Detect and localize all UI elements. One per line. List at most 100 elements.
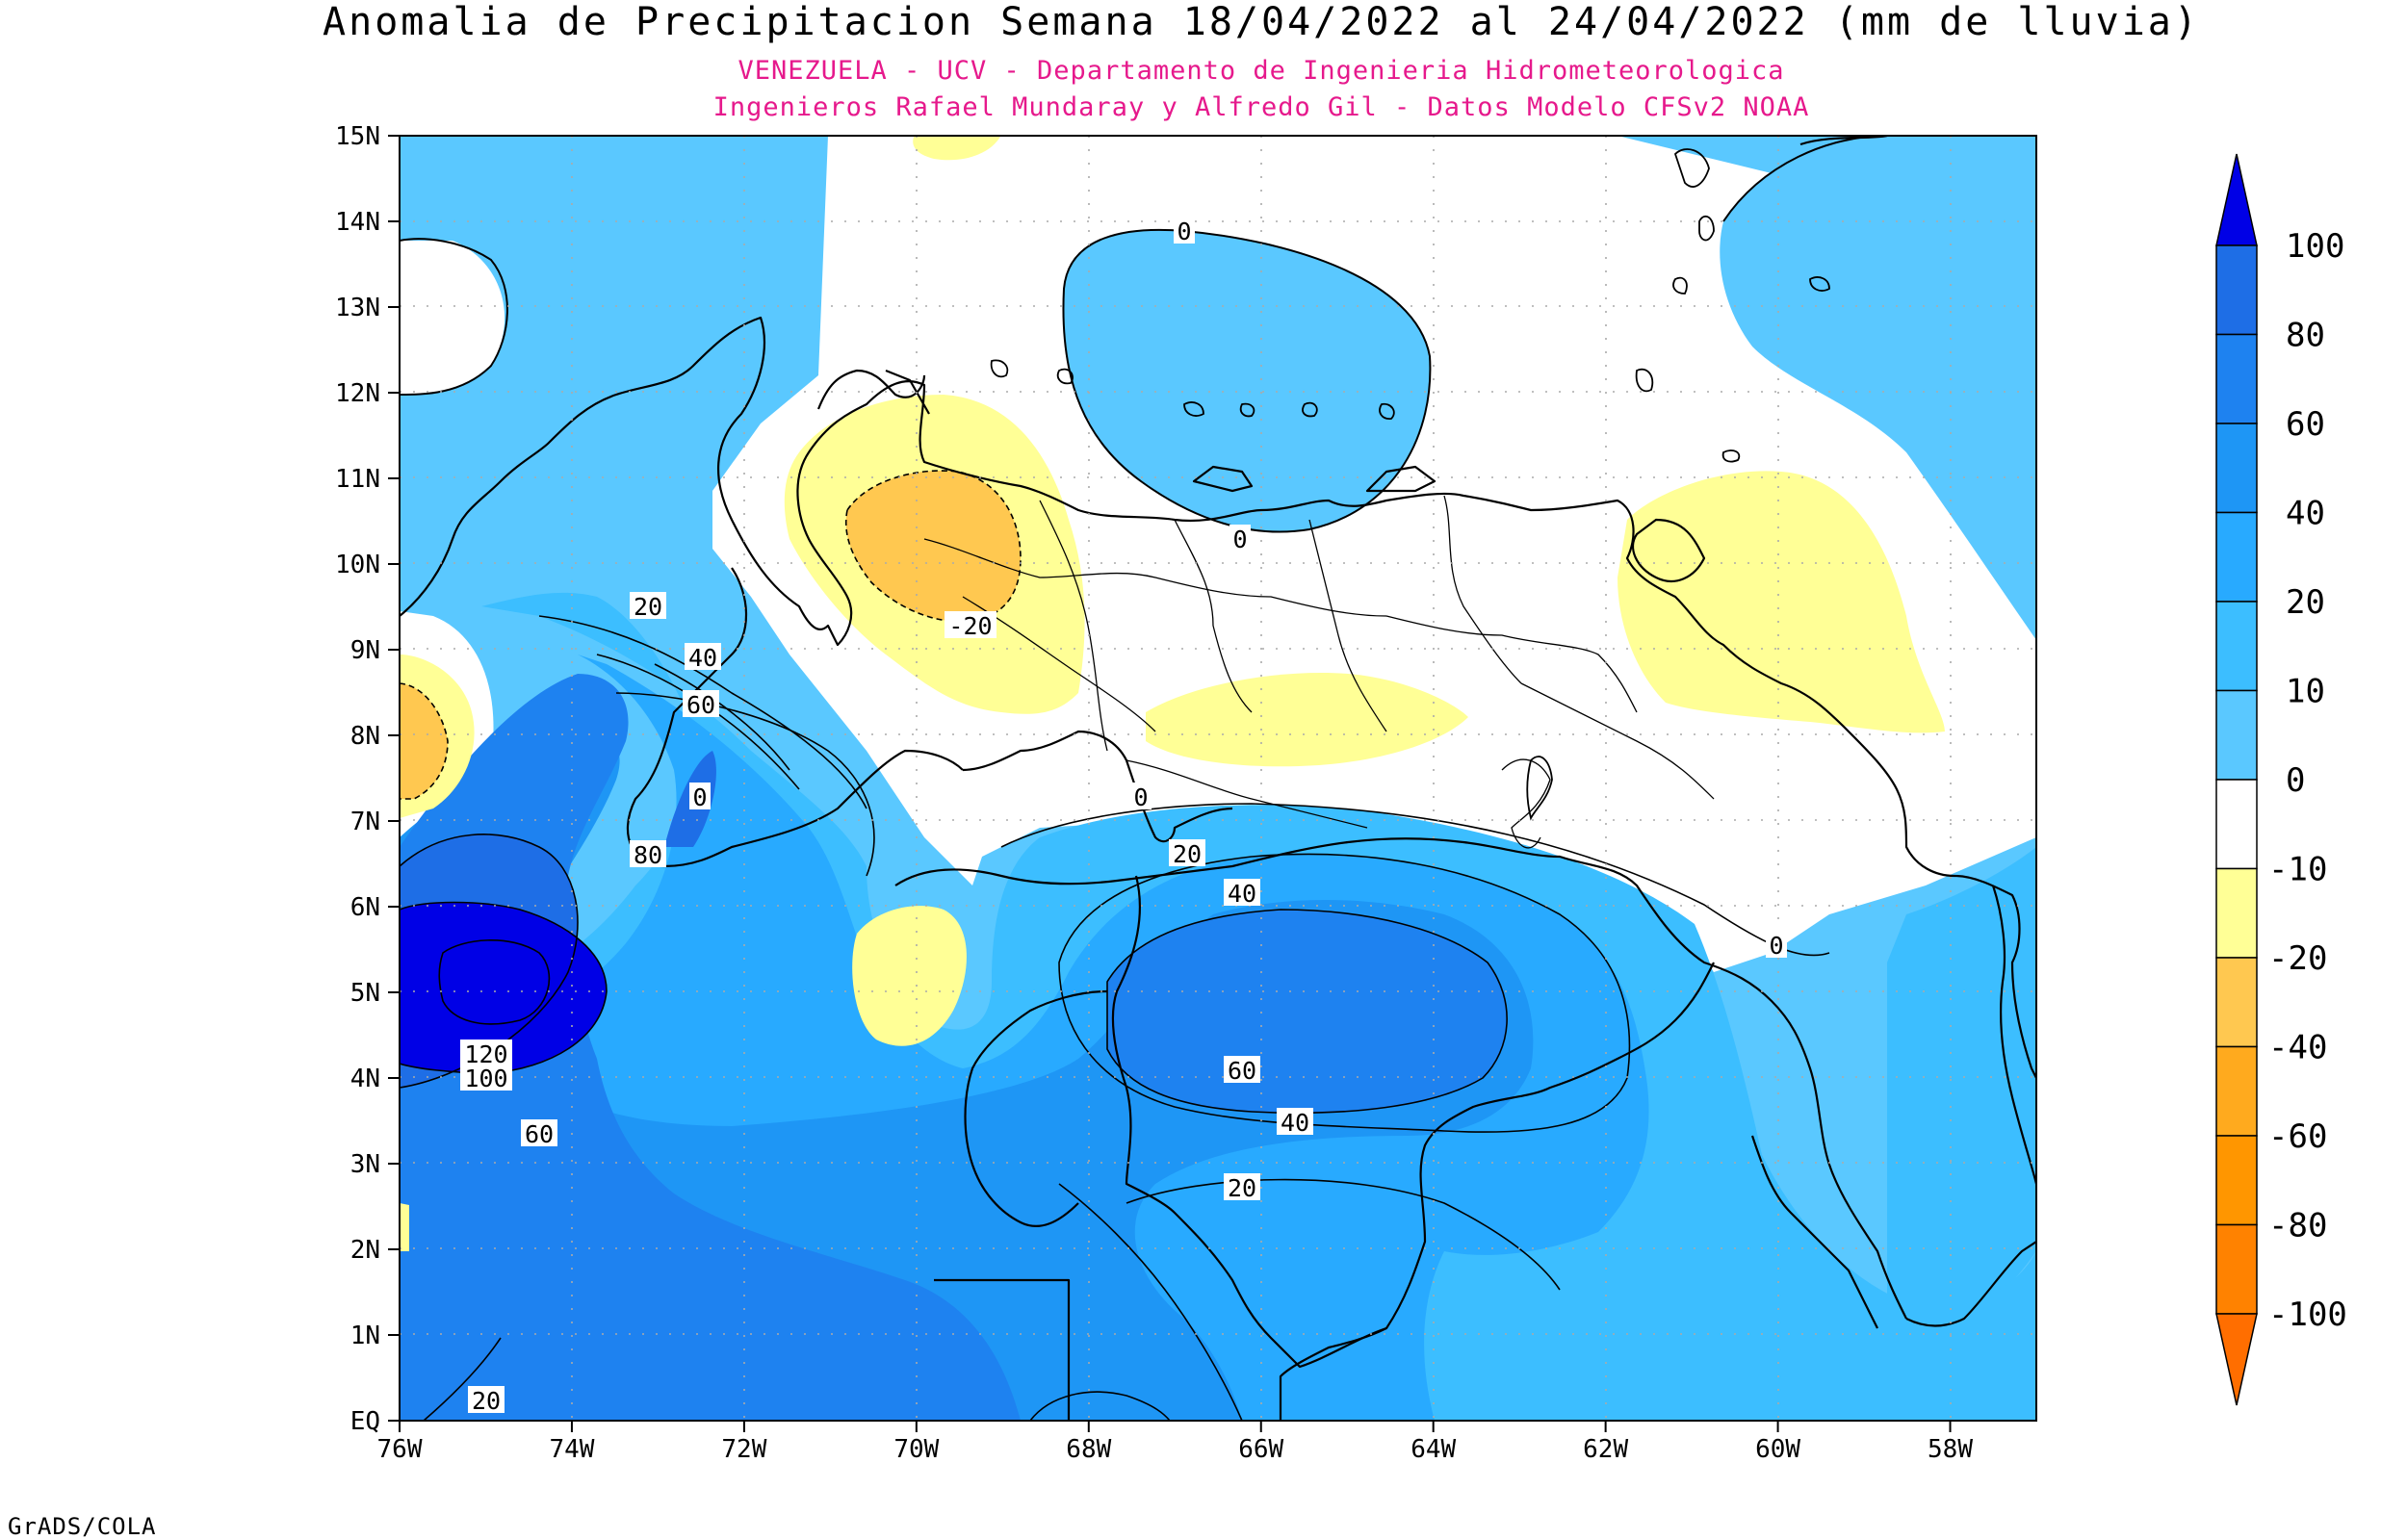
lat-label: 8N	[350, 722, 380, 751]
colorbar-swatch	[2215, 601, 2258, 692]
colorbar-label: -10	[2268, 851, 2327, 889]
colorbar-label: 100	[2286, 227, 2344, 266]
lon-label: 68W	[1066, 1435, 1111, 1464]
contour-label: 20	[634, 593, 662, 621]
grads-footer: GrADS/COLA	[8, 1513, 157, 1540]
colorbar-label: 60	[2286, 405, 2325, 444]
lat-label: 11N	[335, 465, 380, 494]
contour-label-bg	[945, 611, 996, 638]
colorbar-label: 40	[2286, 495, 2325, 533]
lon-label: 70W	[893, 1435, 939, 1464]
lon-label: 60W	[1755, 1435, 1800, 1464]
anomaly-field	[400, 136, 2036, 1421]
contour-label-bg	[460, 1040, 512, 1066]
contour-label-bg	[630, 840, 666, 867]
contour-label: 60	[686, 691, 715, 719]
colorbar-swatch	[2215, 689, 2258, 781]
contour-label-bg	[1174, 217, 1195, 244]
contour-label: 0	[692, 783, 707, 811]
lat-label: EQ	[350, 1407, 380, 1436]
contour-label: -20	[948, 612, 992, 640]
lon-label: 64W	[1411, 1435, 1456, 1464]
lat-label: 7N	[350, 808, 380, 836]
contour-label: 20	[472, 1387, 501, 1415]
colorbar-swatch	[2215, 1045, 2258, 1137]
contour-label: 60	[1228, 1057, 1256, 1085]
contour-label: 100	[464, 1065, 507, 1092]
colorbar-swatch	[2215, 867, 2258, 959]
colorbar-label: -40	[2268, 1029, 2327, 1067]
colorbar-label: -100	[2268, 1296, 2347, 1334]
contour-label-bg	[1169, 839, 1205, 866]
contour-label: 0	[1133, 783, 1148, 811]
lon-label: 62W	[1583, 1435, 1628, 1464]
map-title: Anomalia de Precipitacion Semana 18/04/2…	[323, 0, 2200, 44]
contour-label-bg	[1224, 1173, 1260, 1200]
contour-label: 0	[1769, 932, 1783, 960]
lon-label: 72W	[721, 1435, 766, 1464]
lat-label: 12N	[335, 379, 380, 408]
contour-label-bg	[1229, 525, 1251, 552]
lat-label: 13N	[335, 294, 380, 322]
lon-label: 66W	[1238, 1435, 1283, 1464]
colorbar-label: 10	[2286, 673, 2325, 711]
contour-label-bg	[521, 1119, 557, 1146]
contour-label-bg	[630, 592, 666, 619]
lon-label: 74W	[549, 1435, 594, 1464]
lat-label: 10N	[335, 551, 380, 579]
colorbar-label: -60	[2268, 1117, 2327, 1156]
colorbar-swatch	[2215, 957, 2258, 1048]
colorbar-swatch	[2215, 1223, 2258, 1315]
lat-label: 15N	[335, 122, 380, 151]
contour-label-bg	[1224, 1056, 1260, 1083]
contour-label-bg	[1224, 879, 1260, 906]
contour-label: 40	[688, 644, 717, 672]
contour-label-bg	[689, 783, 711, 809]
map-subtitle-institution: VENEZUELA - UCV - Departamento de Ingeni…	[738, 56, 1785, 86]
contour-label-bg	[1130, 783, 1152, 809]
lat-label: 1N	[350, 1322, 380, 1350]
colorbar-swatch	[2215, 423, 2258, 514]
contour-label-bg	[1766, 931, 1787, 958]
contour-label: 0	[1177, 218, 1191, 245]
contour-label-bg	[460, 1064, 512, 1091]
contour-label-bg	[683, 690, 719, 717]
contour-label: 60	[525, 1120, 554, 1148]
latitude-axis: 15N 14N 13N 12N 11N 10N 9N 8N 7N 6N 5N 4N 3N 2N 1N EQ	[335, 122, 400, 1436]
contour-label: 20	[1173, 840, 1202, 868]
lat-label: 5N	[350, 979, 380, 1008]
colorbar-swatch	[2215, 333, 2258, 424]
longitude-axis: 76W 74W 72W 70W 68W 66W 64W 62W 60W 58W	[377, 1421, 1973, 1464]
map-subtitle-authors: Ingenieros Rafael Mundaray y Alfredo Gil…	[712, 92, 1810, 122]
lat-label: 2N	[350, 1236, 380, 1265]
colorbar-top-arrow	[2215, 153, 2258, 246]
colorbar-swatch	[2215, 244, 2258, 336]
contour-label: 0	[1232, 526, 1247, 553]
lon-label: 58W	[1928, 1435, 1973, 1464]
contour-label: 20	[1228, 1174, 1256, 1202]
lon-label: 76W	[377, 1435, 423, 1464]
colorbar-swatch	[2215, 779, 2258, 870]
map-frame	[399, 135, 2037, 1422]
contour-label-bg	[468, 1386, 505, 1413]
colorbar-label: 20	[2286, 583, 2325, 622]
colorbar-swatch	[2215, 511, 2258, 603]
colorbar-label: -20	[2268, 939, 2327, 978]
contour-label-bg	[685, 643, 721, 670]
contour-label-bg	[1277, 1108, 1313, 1135]
lat-label: 3N	[350, 1150, 380, 1179]
lat-label: 9N	[350, 636, 380, 665]
contour-label: 80	[634, 841, 662, 869]
lat-label: 6N	[350, 893, 380, 922]
lat-label: 4N	[350, 1065, 380, 1093]
colorbar-swatch	[2215, 1135, 2258, 1226]
colorbar-bottom-arrow	[2215, 1313, 2258, 1406]
colorbar-label: -80	[2268, 1207, 2327, 1245]
colorbar-label: 0	[2286, 761, 2305, 800]
contour-label: 40	[1228, 880, 1256, 908]
contour-label: 40	[1281, 1109, 1309, 1137]
colorbar-label: 80	[2286, 317, 2325, 355]
